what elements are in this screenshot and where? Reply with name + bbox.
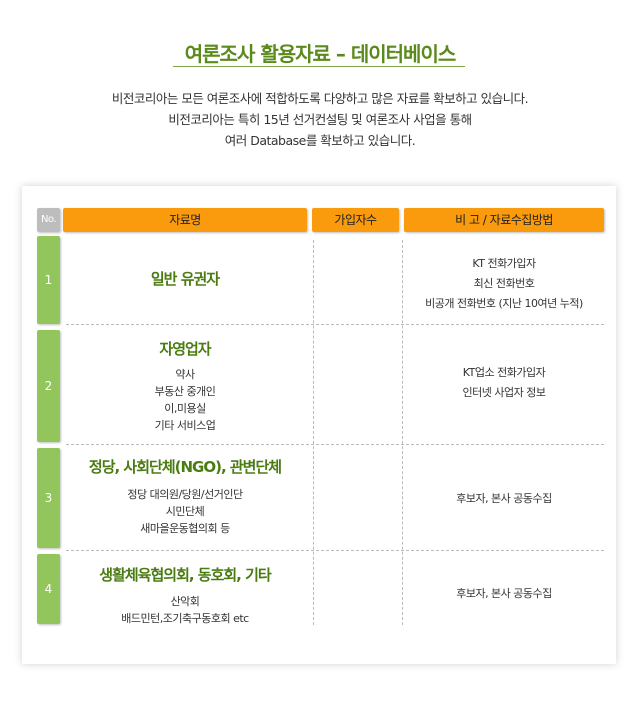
intro-text: 비전코리아는 모든 여론조사에 적합하도록 다양하고 많은 자료를 확보하고 있…	[0, 88, 640, 151]
row-number: 3	[37, 448, 60, 548]
column-divider	[313, 240, 314, 625]
row-divider	[66, 324, 604, 325]
note-line: 후보자, 본사 공동수집	[456, 587, 552, 600]
detail-line: 시민단체	[165, 505, 205, 518]
header-name: 자료명	[63, 208, 307, 232]
row-number: 1	[37, 236, 60, 324]
detail-line: 약사	[175, 368, 195, 381]
note-line: 최신 전화번호	[473, 277, 535, 290]
page-title: 여론조사 활용자료 – 데이터베이스	[184, 42, 457, 66]
database-table-card	[22, 186, 616, 664]
row-name: 일반 유권자	[150, 270, 220, 288]
intro-line: 비전코리아는 특히 15년 선거컨설팅 및 여론조사 사업을 통해	[168, 112, 472, 127]
header-no: No.	[37, 208, 60, 232]
title-underline	[173, 66, 465, 67]
row-number: 4	[37, 554, 60, 624]
row-details: 산악회 배드민턴,조기축구동호회 etc	[63, 593, 307, 627]
row-name: 자영업자	[159, 340, 211, 358]
note-line: 인터넷 사업자 정보	[462, 386, 546, 399]
detail-line: 이,미용실	[164, 402, 206, 415]
detail-line: 기타 서비스업	[154, 419, 216, 432]
row-name: 생활체육협의회, 동호회, 기타	[99, 566, 271, 584]
intro-line: 여러 Database를 확보하고 있습니다.	[224, 133, 416, 148]
row-notes: KT 전화가입자 최신 전화번호 비공개 전화번호 (지난 10여년 누적)	[404, 254, 604, 314]
detail-line: 배드민턴,조기축구동호회 etc	[121, 612, 249, 625]
detail-line: 부동산 중개인	[154, 385, 216, 398]
column-divider	[402, 240, 403, 625]
row-notes: KT업소 전화가입자 인터넷 사업자 정보	[404, 363, 604, 403]
row-details: 약사 부동산 중개인 이,미용실 기타 서비스업	[63, 366, 307, 434]
row-notes: 후보자, 본사 공동수집	[404, 489, 604, 509]
header-notes: 비 고 / 자료수집방법	[404, 208, 604, 232]
row-divider	[66, 444, 604, 445]
row-divider	[66, 550, 604, 551]
detail-line: 산악회	[170, 595, 200, 608]
row-name: 정당, 사회단체(NGO), 관변단체	[88, 458, 282, 476]
row-number: 2	[37, 330, 60, 442]
row-details: 정당 대의원/당원/선거인단 시민단체 새마을운동협의회 등	[63, 486, 307, 537]
detail-line: 정당 대의원/당원/선거인단	[127, 488, 243, 501]
note-line: 후보자, 본사 공동수집	[456, 492, 552, 505]
detail-line: 새마을운동협의회 등	[140, 522, 230, 535]
row-notes: 후보자, 본사 공동수집	[404, 584, 604, 604]
header-count: 가입자수	[312, 208, 399, 232]
note-line: KT 전화가입자	[472, 257, 536, 270]
intro-line: 비전코리아는 모든 여론조사에 적합하도록 다양하고 많은 자료를 확보하고 있…	[111, 91, 529, 106]
note-line: 비공개 전화번호 (지난 10여년 누적)	[425, 297, 583, 310]
note-line: KT업소 전화가입자	[462, 366, 546, 379]
